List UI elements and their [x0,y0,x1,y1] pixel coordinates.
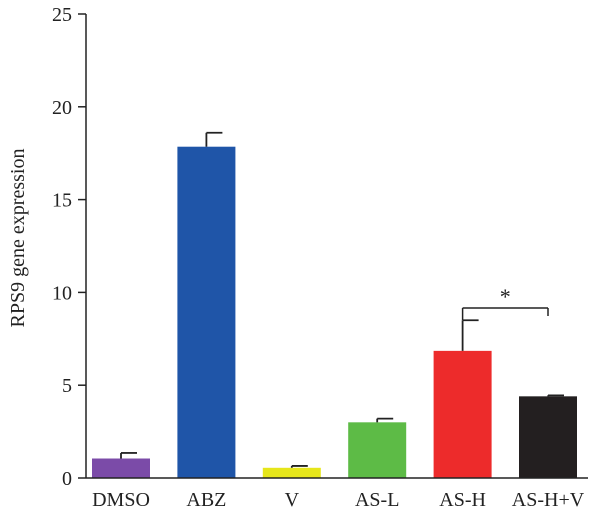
y-tick-label: 5 [62,375,72,397]
bar-abz [177,146,236,479]
bar-as-h [433,350,492,478]
bar-as-l [348,422,407,478]
y-axis: 0 5 10 15 20 25 [52,4,87,490]
y-axis-label: RPS9 gene expression [7,149,29,328]
x-tick-label: AS-L [355,489,399,511]
bar-as-h-v [519,396,577,478]
x-tick-label: AS-H [439,489,486,511]
bar-dmso [92,458,150,478]
y-tick-label: 15 [52,190,72,212]
y-tick-label: 10 [52,282,72,304]
x-tick-label: ABZ [186,489,226,511]
bars [92,131,577,479]
x-tick-label: DMSO [92,489,150,511]
x-tick-label: AS-H+V [512,489,585,511]
x-tick-label: V [285,489,300,511]
significance-star: * [500,284,511,309]
y-tick-label: 25 [52,4,72,26]
y-tick-label: 0 [62,468,72,490]
y-tick-label: 20 [52,97,72,119]
bar-v [262,467,321,478]
x-axis: DMSO ABZ V AS-L AS-H AS-H+V [86,477,588,511]
significance-annotations: * [461,284,549,320]
